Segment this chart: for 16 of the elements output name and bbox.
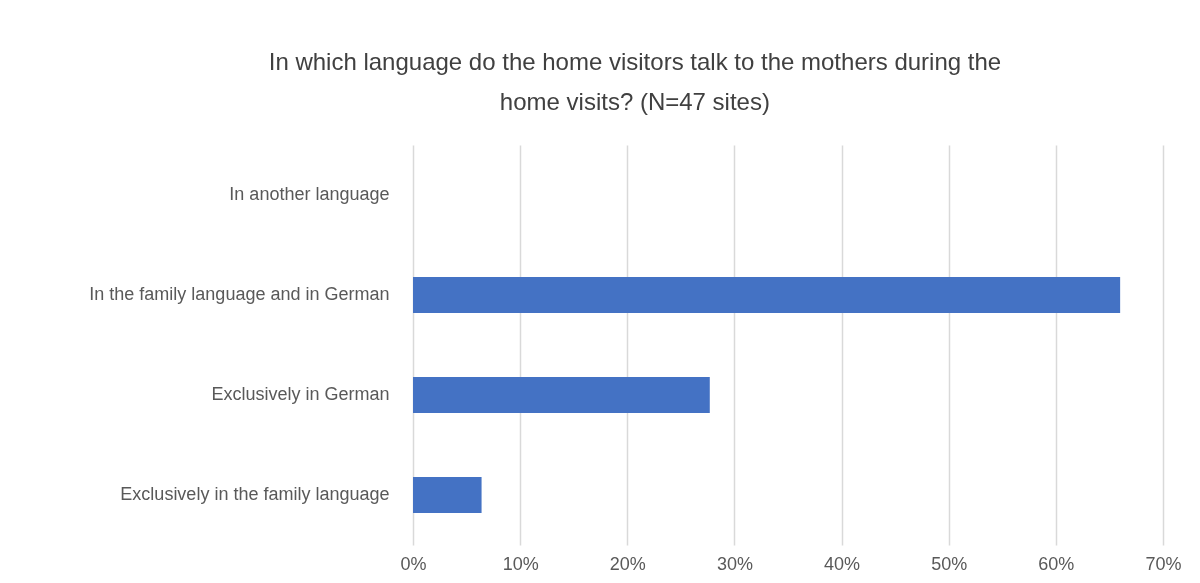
y-tick-label: Exclusively in the family language [120,484,390,504]
x-tick-label: 30% [716,553,753,574]
y-tick-label: Exclusively in German [211,384,390,404]
chart-title: In which language do the home visitors talk to the mothers during the home visits? (N=47 sites) [268,48,1002,115]
y-tick-label: In the family language and in German [89,284,390,304]
bar [413,277,1121,313]
bar [413,377,710,413]
x-tick-label: 70% [1145,553,1182,574]
x-tick-label: 20% [609,553,646,574]
x-tick-label: 0% [400,553,427,574]
x-tick-label: 50% [931,553,968,574]
y-tick-label: In another language [229,184,390,204]
x-tick-label: 40% [824,553,861,574]
x-tick-label: 60% [1038,553,1075,574]
x-tick-label: 10% [502,553,539,574]
bar [413,477,482,513]
